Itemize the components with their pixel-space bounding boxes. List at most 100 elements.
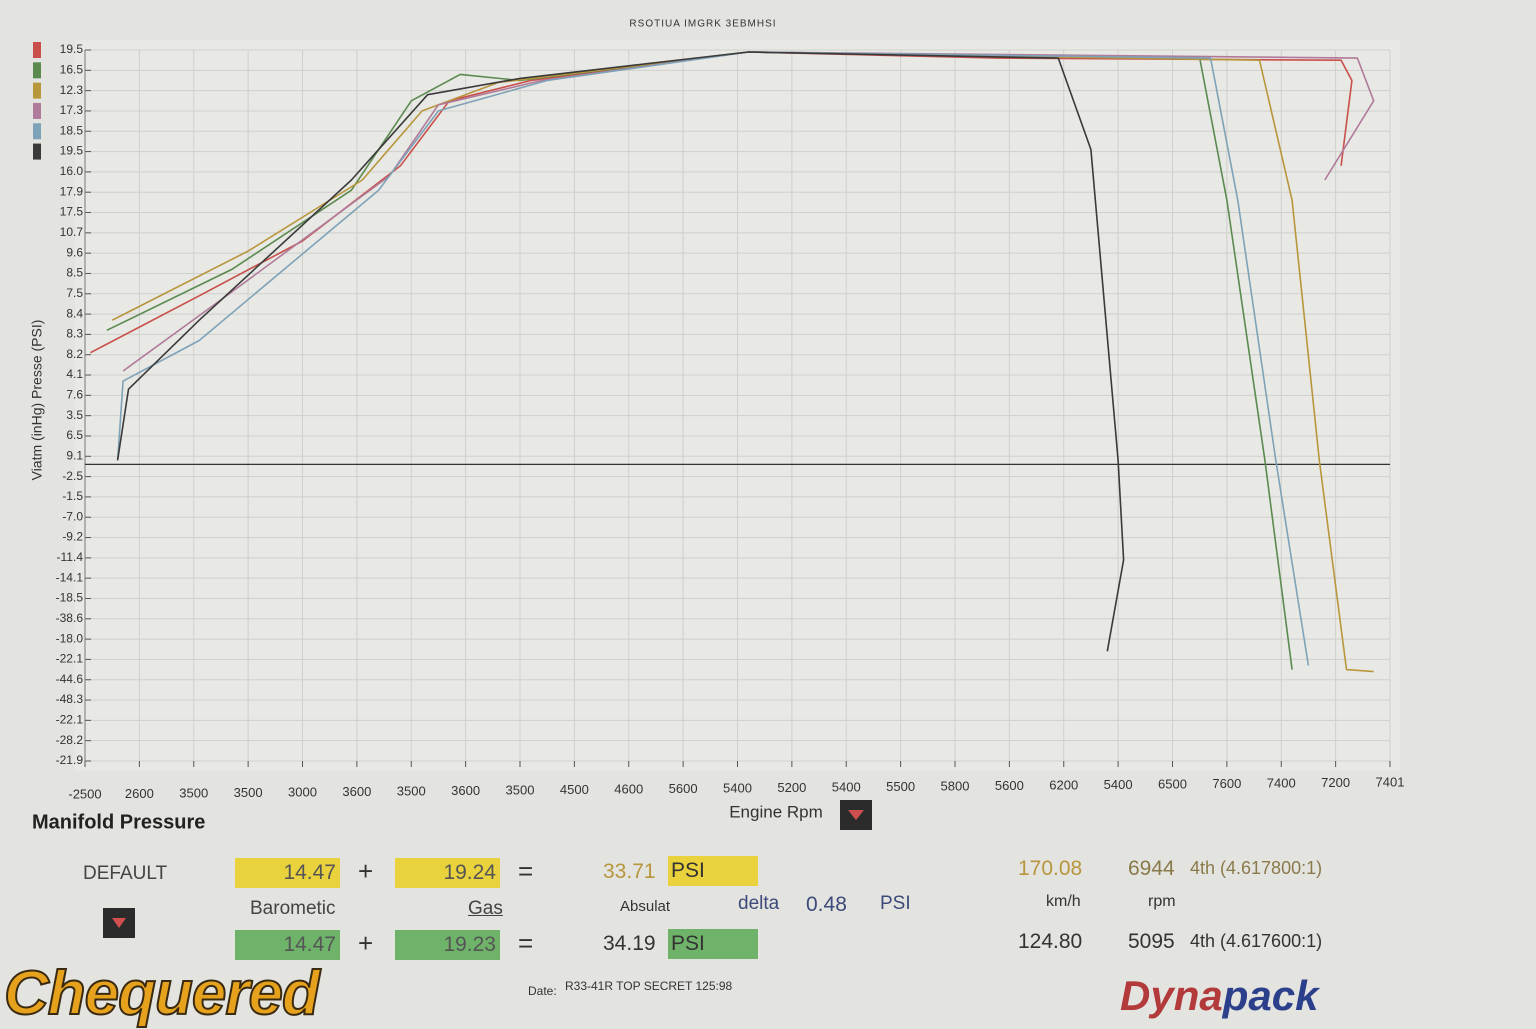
y-tick-label: 12.3 [60,83,84,97]
abs-unit: PSI [668,929,758,959]
delta-value: 0.48 [806,893,847,916]
y-tick-label: -1.5 [62,489,83,503]
date-value: R33-41R TOP SECRET 125:98 [565,979,733,993]
gas-label: Gas [468,898,503,919]
baro-value: 14.47 [235,930,340,960]
rpm-value: 6944 [1128,857,1175,880]
y-tick-label: -7.0 [62,509,83,523]
y-tick-label: 17.9 [60,184,84,198]
y-tick-label: 18.5 [60,123,84,137]
date-label: Date: [528,984,557,998]
x-tick-label: 4600 [614,781,643,796]
brand-part: Dyna [1120,972,1223,1019]
y-tick-label: 8.4 [66,306,83,320]
x-tick-label: 2600 [125,786,154,801]
y-tick-label: 8.5 [66,266,83,280]
abs-unit: PSI [668,856,758,886]
x-tick-label: 7200 [1321,775,1350,790]
y-tick-label: 17.5 [60,205,84,219]
y-tick-label: -18.0 [56,631,84,645]
chart-title: RSOTIUA IMGRK 3EBMHSI [629,19,776,30]
x-tick-label: 5800 [941,778,970,793]
gas-value: 19.23 [395,930,500,960]
x-tick-label: -2500 [68,786,101,801]
x-tick-label: 3600 [451,783,480,798]
x-tick-label: 5400 [723,780,752,795]
rpm-label: rpm [1148,893,1176,910]
y-tick-label: -9.2 [62,530,83,544]
x-tick-label: 7600 [1212,776,1241,791]
y-tick-label: 7.6 [66,388,83,402]
y-tick-label: 19.5 [60,144,84,158]
y-tick-label: -11.4 [57,550,84,564]
y-tick-label: -48.3 [56,692,84,706]
y-tick-label: 9.6 [66,245,83,259]
speed-value: 124.80 [1018,930,1083,953]
x-tick-label: 6200 [1049,777,1078,792]
x-tick-label: 5600 [995,778,1024,793]
x-tick-label: 5200 [777,780,806,795]
legend-swatch [33,123,41,140]
x-tick-label: 3000 [288,784,317,799]
delta-unit: PSI [880,893,911,914]
legend-swatch [33,102,41,119]
y-tick-label: -14.1 [56,570,84,584]
y-tick-label: 8.3 [66,327,83,341]
y-tick-label: -28.2 [56,733,84,747]
plus-sign: + [358,856,374,886]
y-tick-label: 8.2 [66,347,83,361]
x-axis-label: Engine Rpm [729,802,823,821]
chart: RSOTIUA IMGRK 3EBMHSI Viatm (inHg) Press… [29,19,1405,830]
y-tick-label: -18.5 [56,591,84,605]
x-tick-label: 7401 [1376,774,1405,789]
equals-sign: = [518,856,534,886]
y-axis-label: Viatm (inHg) Presse (PSI) [29,320,45,481]
series-line [122,51,1375,372]
series-line [116,51,1125,652]
x-tick-label: 5400 [1104,777,1133,792]
y-tick-label: 9.1 [66,448,83,462]
mode-dropdown[interactable] [103,908,135,938]
y-tick-label: 6.5 [66,428,83,442]
y-tick-label: -2.5 [62,469,83,483]
y-tick-label: 16.5 [60,62,84,76]
y-tick-label: 16.0 [60,164,84,178]
y-tick-label: 4.1 [66,367,83,381]
y-tick-label: -22.1 [56,713,84,727]
baro-value: 14.47 [235,858,340,888]
delta-label: delta [738,893,780,914]
x-tick-label: 3500 [397,783,426,798]
speed-label: km/h [1046,893,1081,910]
y-tick-label: -38.6 [56,611,84,625]
baro-label: Barometic [250,898,336,919]
x-tick-label: 4500 [560,782,589,797]
x-tick-label: 3500 [506,782,535,797]
y-tick-label: 3.5 [66,408,83,422]
speed-value: 170.08 [1018,857,1083,880]
y-tick-label: -44.6 [56,672,84,686]
y-tick-label: 10.7 [60,225,84,239]
legend-swatch [33,42,41,58]
y-tick-label: -22.1 [56,652,84,666]
abs-value: 34.19 [603,932,656,955]
logo: Chequered [3,958,321,1029]
plus-sign: + [358,928,374,958]
x-tick-label: 5500 [886,779,915,794]
dropdown-arrow [848,810,864,820]
y-tick-label: 19.5 [60,42,84,56]
legend-swatch [33,62,41,79]
y-tick-label: 17.3 [60,103,84,117]
x-tick-label: 6500 [1158,776,1187,791]
x-tick-label: 3600 [342,784,371,799]
x-tick-label: 3500 [179,785,208,800]
brand: Dynapack [1120,972,1318,1020]
series-line [116,51,1310,666]
x-tick-label: 3500 [234,785,263,800]
abs-value: 33.71 [603,860,656,883]
legend-swatch [33,82,41,99]
y-tick-label: 7.5 [66,286,83,300]
y-tick-label: -21.9 [56,753,84,767]
abs-label: Absulat [620,898,671,915]
series-line [90,51,1353,354]
